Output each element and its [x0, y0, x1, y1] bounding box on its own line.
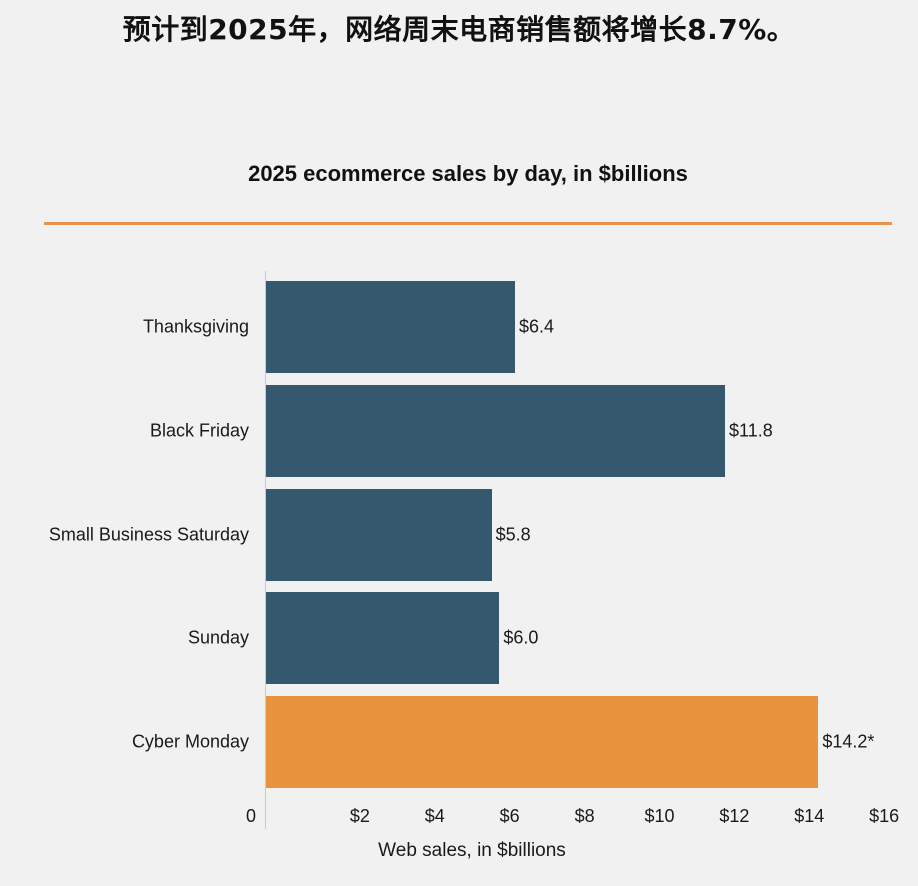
category-label: Cyber Monday [131, 731, 249, 752]
bar-thanksgiving [266, 281, 515, 373]
chart-title: 2025 ecommerce sales by day, in $billion… [248, 161, 688, 186]
headline: 预计到2025年，网络周末电商销售额将增长8.7%。 [122, 13, 796, 46]
category-label: Thanksgiving [142, 316, 249, 337]
category-label: Sunday [187, 627, 249, 648]
x-tick-label: $6 [499, 806, 520, 826]
x-tick-label: $4 [424, 806, 445, 826]
value-label: $14.2* [822, 731, 875, 752]
x-tick-label: $2 [349, 806, 370, 826]
x-axis-title: Web sales, in $billions [378, 840, 566, 861]
category-label: Small Business Saturday [48, 524, 249, 545]
x-tick-label: 0 [245, 806, 257, 826]
bar-small-business-saturday [266, 488, 492, 581]
x-tick-label: $16 [869, 806, 900, 826]
y-axis-line [265, 271, 266, 829]
x-tick-label: $12 [719, 806, 750, 826]
x-tick-label: $14 [794, 806, 825, 826]
value-label: $6.0 [503, 627, 539, 648]
x-tick-label: $10 [644, 806, 675, 826]
title-divider-rule [44, 222, 892, 225]
value-label: $5.8 [495, 524, 531, 545]
value-label: $11.8 [729, 420, 773, 441]
value-label: $6.4 [518, 316, 554, 337]
bar-sunday [266, 592, 500, 685]
x-tick-label: $8 [574, 806, 595, 826]
category-label: Black Friday [149, 420, 249, 441]
bar-black-friday [266, 384, 726, 477]
bar-cyber-monday [266, 696, 819, 789]
